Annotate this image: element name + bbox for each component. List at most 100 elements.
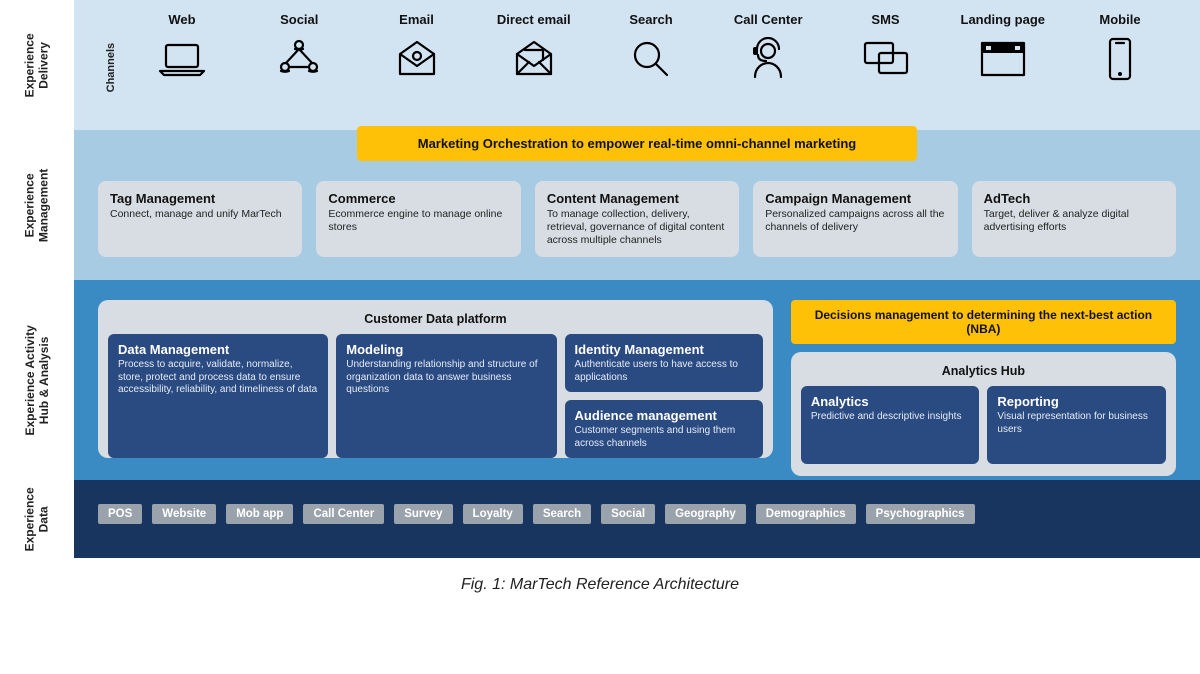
- data-source-chips: POS Website Mob app Call Center Survey Loyalt…: [98, 504, 1176, 524]
- mgmt-card-desc: To manage collection, delivery, retrieva…: [547, 208, 727, 247]
- cdp-title: Customer Data platform: [108, 308, 763, 334]
- data-chip: Social: [601, 504, 655, 524]
- channel-label: Mobile: [1099, 12, 1140, 27]
- mgmt-card-desc: Target, deliver & analyze digital advert…: [984, 208, 1164, 234]
- card-data-management: Data Management Process to acquire, vali…: [108, 334, 328, 458]
- card-data-management-title: Data Management: [118, 342, 318, 357]
- card-identity-title: Identity Management: [575, 342, 753, 357]
- channel-direct-email: Direct email: [484, 12, 584, 83]
- martech-architecture-figure: ExperienceDelivery ExperienceManagement …: [0, 0, 1200, 604]
- channel-label: Email: [399, 12, 434, 27]
- label-activity-text: Experience ActivityHub & Analysis: [23, 325, 52, 435]
- mgmt-card-title: Campaign Management: [765, 191, 945, 206]
- card-identity-management: Identity Management Authenticate users t…: [565, 334, 763, 392]
- diagram-body: ExperienceDelivery ExperienceManagement …: [0, 0, 1200, 558]
- card-data-management-desc: Process to acquire, validate, normalize,…: [118, 359, 318, 397]
- channel-social: Social: [249, 12, 349, 83]
- card-analytics: Analytics Predictive and descriptive ins…: [801, 386, 980, 464]
- card-identity-desc: Authenticate users to have access to app…: [575, 359, 753, 384]
- data-chip: Loyalty: [463, 504, 523, 524]
- mgmt-card-title: AdTech: [984, 191, 1164, 206]
- card-modeling: Modeling Understanding relationship and …: [336, 334, 556, 458]
- card-reporting: Reporting Visual representation for busi…: [987, 386, 1166, 464]
- management-cards: Tag Management Connect, manage and unify…: [98, 181, 1176, 257]
- label-data-text: ExperienceData: [23, 487, 52, 551]
- channel-headset: Call Center: [718, 12, 818, 83]
- row-labels-column: ExperienceDelivery ExperienceManagement …: [0, 0, 74, 558]
- hub-title: Analytics Hub: [801, 360, 1166, 386]
- headset-icon: [745, 35, 791, 83]
- label-data: ExperienceData: [0, 480, 74, 558]
- mgmt-card-title: Tag Management: [110, 191, 290, 206]
- channel-label: Web: [168, 12, 195, 27]
- channels-list: Web Social Email Direct email Search Cal…: [126, 12, 1176, 83]
- mgmt-card-title: Content Management: [547, 191, 727, 206]
- mgmt-card-desc: Personalized campaigns across all the ch…: [765, 208, 945, 234]
- row-experience-data: POS Website Mob app Call Center Survey Loyalt…: [74, 480, 1200, 558]
- channel-label: Call Center: [734, 12, 803, 27]
- card-reporting-title: Reporting: [997, 394, 1156, 409]
- card-audience-title: Audience management: [575, 408, 753, 423]
- card-reporting-desc: Visual representation for business users: [997, 411, 1156, 436]
- card-analytics-title: Analytics: [811, 394, 970, 409]
- data-chip: POS: [98, 504, 142, 524]
- channel-search: Search: [601, 12, 701, 83]
- direct-email-icon: [511, 35, 557, 83]
- search-icon: [629, 35, 673, 83]
- mgmt-card-title: Commerce: [328, 191, 508, 206]
- data-chip: Mob app: [226, 504, 293, 524]
- mgmt-card-2: Content Management To manage collection,…: [535, 181, 739, 257]
- sms-icon: [861, 35, 911, 83]
- email-icon: [394, 35, 440, 83]
- card-audience-management: Audience management Customer segments an…: [565, 400, 763, 458]
- label-delivery: ExperienceDelivery: [0, 0, 74, 130]
- channel-label: Social: [280, 12, 318, 27]
- browser-icon: [978, 35, 1028, 83]
- channels-sublabel-wrap: Channels: [98, 12, 126, 124]
- label-activity: Experience ActivityHub & Analysis: [0, 280, 74, 480]
- row-experience-management: Marketing Orchestration to empower real-…: [74, 130, 1200, 280]
- decisions-banner: Decisions management to determining the …: [791, 300, 1176, 344]
- hub-grid: Analytics Predictive and descriptive ins…: [801, 386, 1166, 464]
- cdp-grid: Data Management Process to acquire, vali…: [108, 334, 763, 458]
- channel-label: Landing page: [961, 12, 1046, 27]
- channels-sublabel: Channels: [105, 43, 118, 93]
- mobile-icon: [1106, 35, 1134, 83]
- social-icon: [275, 35, 323, 83]
- laptop-icon: [156, 35, 208, 83]
- card-audience-desc: Customer segments and using them across …: [575, 425, 753, 450]
- channel-label: Search: [629, 12, 672, 27]
- row-experience-activity: Customer Data platform Data Management P…: [74, 280, 1200, 480]
- figure-caption: Fig. 1: MarTech Reference Architecture: [0, 558, 1200, 604]
- card-modeling-desc: Understanding relationship and structure…: [346, 359, 546, 397]
- channel-email: Email: [367, 12, 467, 83]
- mgmt-card-desc: Connect, manage and unify MarTech: [110, 208, 290, 221]
- mgmt-card-3: Campaign Management Personalized campaig…: [753, 181, 957, 257]
- analytics-hub-panel: Analytics Hub Analytics Predictive and d…: [791, 352, 1176, 476]
- data-chip: Psychographics: [866, 504, 975, 524]
- channel-laptop: Web: [132, 12, 232, 83]
- analytics-hub-column: Decisions management to determining the …: [791, 300, 1176, 458]
- rows-column: Channels Web Social Email Direct email S…: [74, 0, 1200, 558]
- data-chip: Call Center: [303, 504, 384, 524]
- label-management-text: ExperienceManagement: [23, 168, 52, 241]
- data-chip: Survey: [394, 504, 452, 524]
- data-chip: Geography: [665, 504, 746, 524]
- card-analytics-desc: Predictive and descriptive insights: [811, 411, 970, 424]
- mgmt-card-0: Tag Management Connect, manage and unify…: [98, 181, 302, 257]
- data-chip: Search: [533, 504, 591, 524]
- data-chip: Website: [152, 504, 216, 524]
- mgmt-card-1: Commerce Ecommerce engine to manage onli…: [316, 181, 520, 257]
- label-delivery-text: ExperienceDelivery: [23, 33, 52, 97]
- orchestration-banner: Marketing Orchestration to empower real-…: [357, 126, 917, 161]
- channel-browser: Landing page: [953, 12, 1053, 83]
- mgmt-card-desc: Ecommerce engine to manage online stores: [328, 208, 508, 234]
- data-chip: Demographics: [756, 504, 856, 524]
- channel-label: Direct email: [497, 12, 571, 27]
- channel-mobile: Mobile: [1070, 12, 1170, 83]
- card-modeling-title: Modeling: [346, 342, 546, 357]
- mgmt-card-4: AdTech Target, deliver & analyze digital…: [972, 181, 1176, 257]
- channel-sms: SMS: [836, 12, 936, 83]
- channel-label: SMS: [871, 12, 899, 27]
- label-management: ExperienceManagement: [0, 130, 74, 280]
